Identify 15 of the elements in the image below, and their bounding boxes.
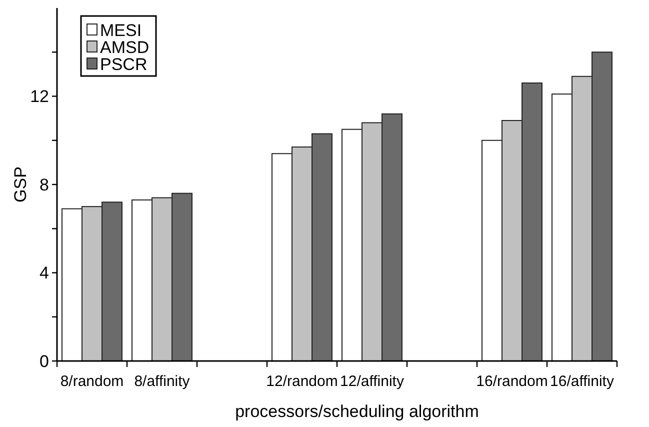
x-tick-label: 16/affinity: [550, 373, 614, 390]
y-tick-label: 0: [40, 352, 49, 371]
x-tick-label: 12/random: [266, 373, 338, 390]
x-tick-label: 12/affinity: [340, 373, 404, 390]
y-tick-label: 8: [40, 175, 49, 194]
legend-label: PSCR: [100, 54, 148, 74]
x-tick-label: 16/random: [476, 373, 548, 390]
y-tick-label: 4: [40, 264, 49, 283]
y-tick-label: 12: [30, 87, 49, 106]
x-tick-label: 8/random: [60, 373, 124, 390]
legend-label: MESI: [100, 20, 142, 40]
y-axis-title: GSP: [11, 166, 30, 202]
legend-label: AMSD: [100, 38, 150, 57]
x-axis-title: processors/scheduling algorithm: [235, 402, 479, 421]
x-tick-label: 8/affinity: [134, 373, 190, 390]
